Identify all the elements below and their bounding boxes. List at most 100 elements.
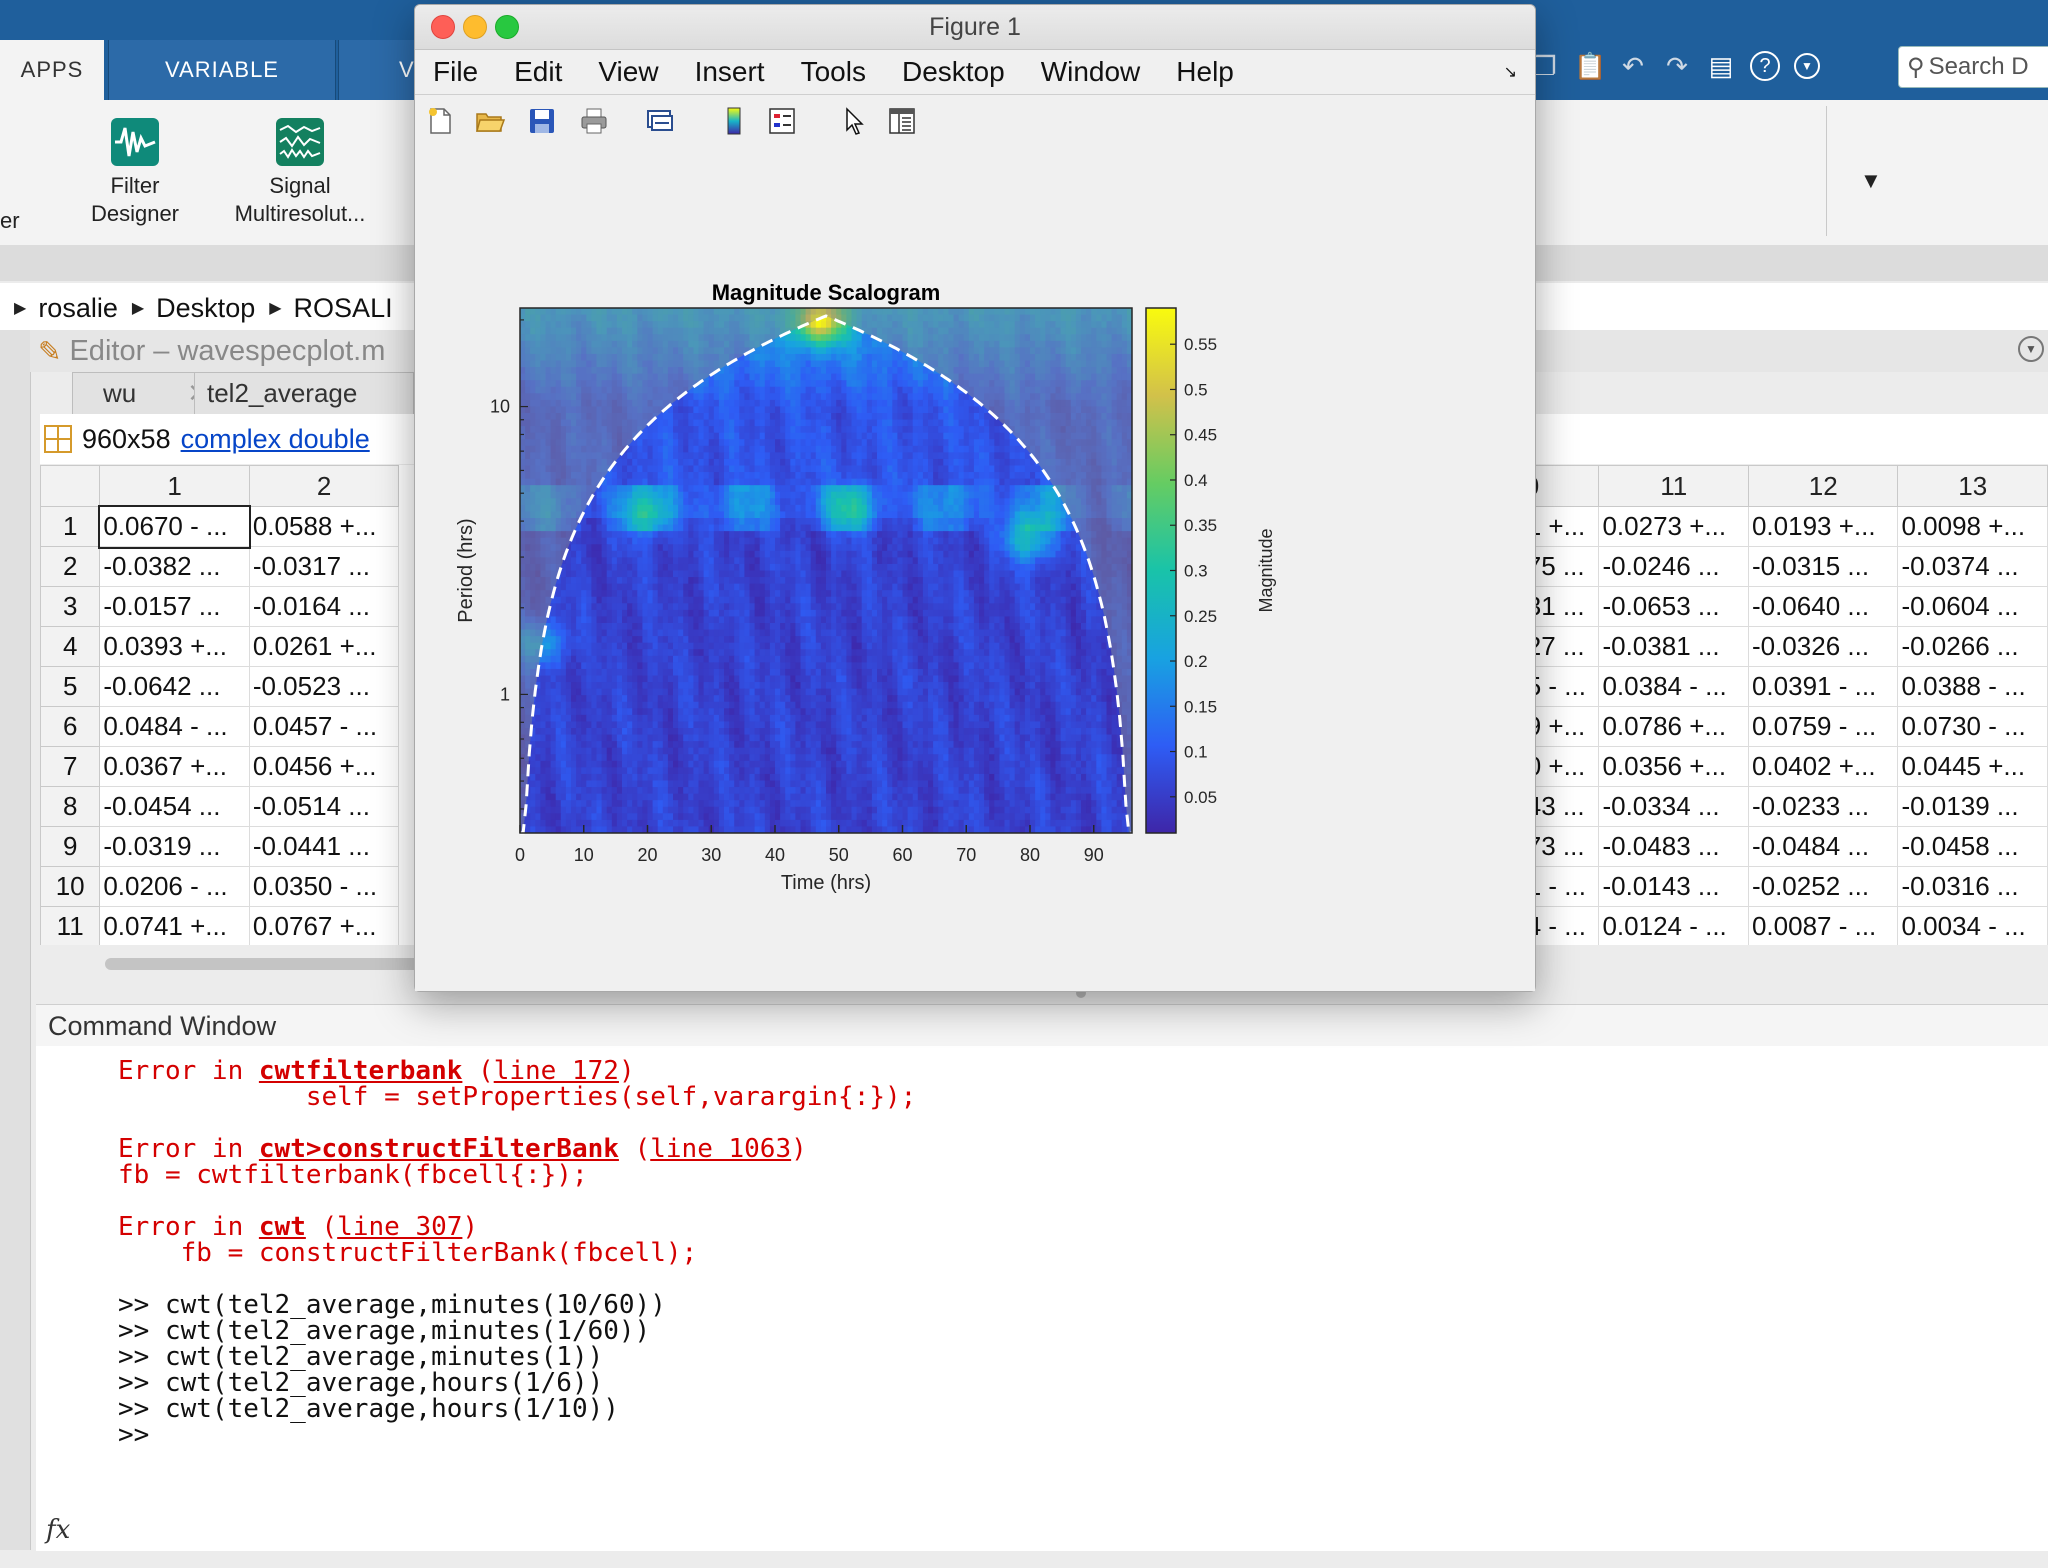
row-header[interactable]: 3	[40, 586, 101, 627]
table-cell[interactable]: 0.0393 +...	[99, 626, 250, 667]
table-cell[interactable]: -0.0143 ...	[1598, 866, 1749, 907]
row-header[interactable]: 5	[40, 666, 101, 707]
table-cell[interactable]: 0.0391 - ...	[1747, 666, 1899, 707]
new-figure-icon[interactable]	[425, 106, 455, 136]
link-icon[interactable]	[645, 106, 675, 136]
undo-icon[interactable]: ↶	[1622, 51, 1644, 81]
row-header[interactable]: 6	[40, 706, 101, 747]
table-cell[interactable]: 0.0670 - ...	[97, 504, 252, 549]
row-header[interactable]: 2	[40, 546, 101, 587]
table-cell[interactable]: 0.0741 +...	[99, 906, 250, 945]
table-cell[interactable]: 0.0350 - ...	[248, 866, 400, 907]
signal-multiresolution-app-button[interactable]: Signal Multiresolut...	[222, 118, 378, 228]
colorbar-icon[interactable]	[719, 106, 749, 136]
table-cell[interactable]: 0.0273 +...	[1598, 506, 1749, 547]
horizontal-scrollbar[interactable]	[105, 958, 425, 970]
table-cell[interactable]: -0.0326 ...	[1747, 626, 1899, 667]
table-cell[interactable]: -0.0317 ...	[248, 546, 400, 587]
tab-variable[interactable]: VARIABLE	[108, 40, 336, 100]
editor-options-icon[interactable]: ▼	[2018, 336, 2044, 362]
splitter-handle[interactable]	[1076, 988, 1086, 998]
command-window[interactable]: Error in cwtfilterbank (line 172) self =…	[36, 1046, 2048, 1551]
minimize-window-button[interactable]	[463, 15, 487, 39]
print-icon[interactable]	[579, 106, 609, 136]
table-cell[interactable]: 0.0588 +...	[248, 506, 400, 547]
row-header[interactable]: 9	[40, 826, 101, 867]
row-header[interactable]: 7	[40, 746, 101, 787]
dock-figure-icon[interactable]: ↘	[1503, 64, 1517, 81]
tab-tel2-average[interactable]: tel2_average	[194, 372, 414, 414]
variable-class-link[interactable]: complex double	[180, 423, 370, 454]
table-cell[interactable]: -0.0164 ...	[248, 586, 400, 627]
table-cell[interactable]: 0.0193 +...	[1747, 506, 1899, 547]
legend-icon[interactable]	[767, 106, 797, 136]
table-cell[interactable]: 0.0759 - ...	[1747, 706, 1899, 747]
table-cell[interactable]: 0.0356 +...	[1598, 746, 1749, 787]
table-cell[interactable]: -0.0374 ...	[1897, 546, 2048, 587]
pointer-icon[interactable]	[839, 106, 869, 136]
table-cell[interactable]: -0.0381 ...	[1598, 626, 1749, 667]
error-line-link[interactable]: line 172	[493, 1056, 619, 1086]
function-browser-icon[interactable]: fx	[46, 1515, 71, 1545]
table-cell[interactable]: 0.0767 +...	[248, 906, 400, 945]
menu-desktop[interactable]: Desktop	[901, 56, 1005, 87]
column-header[interactable]: 11	[1598, 465, 1749, 507]
table-cell[interactable]: 0.0124 - ...	[1598, 906, 1749, 945]
row-header[interactable]: 10	[40, 866, 101, 907]
column-header[interactable]: 12	[1747, 465, 1899, 507]
tab-apps[interactable]: APPS	[0, 40, 104, 100]
error-line-link[interactable]: line 1063	[650, 1134, 792, 1164]
close-window-button[interactable]	[431, 15, 455, 39]
breadcrumb-rosalie-folder[interactable]: ROSALI	[293, 292, 393, 323]
menu-window[interactable]: Window	[1040, 56, 1141, 87]
row-header[interactable]: 1	[40, 506, 101, 547]
menu-tools[interactable]: Tools	[800, 56, 866, 87]
breadcrumb-desktop[interactable]: Desktop	[156, 292, 256, 323]
table-cell[interactable]: -0.0382 ...	[99, 546, 250, 587]
table-cell[interactable]: -0.0441 ...	[248, 826, 400, 867]
help-icon[interactable]: ?	[1750, 51, 1780, 81]
table-cell[interactable]: -0.0514 ...	[248, 786, 400, 827]
row-header[interactable]: 11	[40, 906, 101, 945]
table-cell[interactable]: -0.0334 ...	[1598, 786, 1749, 827]
table-cell[interactable]: 0.0034 - ...	[1897, 906, 2048, 945]
paste-icon[interactable]: 📋	[1574, 51, 1607, 81]
table-cell[interactable]: -0.0139 ...	[1897, 786, 2048, 827]
table-cell[interactable]: 0.0457 - ...	[248, 706, 400, 747]
column-header[interactable]: 13	[1897, 465, 2048, 507]
table-cell[interactable]: 0.0402 +...	[1747, 746, 1899, 787]
table-cell[interactable]: 0.0384 - ...	[1598, 666, 1749, 707]
table-cell[interactable]: 0.0456 +...	[248, 746, 400, 787]
menu-file[interactable]: File	[433, 56, 479, 87]
table-cell[interactable]: -0.0266 ...	[1897, 626, 2048, 667]
scalogram-chart[interactable]: Magnitude Scalogram 0 10 20 30 40 50 60 70 80 90 …	[415, 148, 1535, 991]
table-cell[interactable]: -0.0252 ...	[1747, 866, 1899, 907]
error-function-link[interactable]: cwt>constructFilterBank	[258, 1134, 619, 1164]
filter-designer-app-button[interactable]: Filter Designer	[80, 118, 190, 228]
copy-icon[interactable]: ❐	[1533, 51, 1557, 81]
table-cell[interactable]: -0.0454 ...	[99, 786, 250, 827]
menu-help[interactable]: Help	[1176, 56, 1234, 87]
table-cell[interactable]: -0.0319 ...	[99, 826, 250, 867]
table-cell[interactable]: -0.0315 ...	[1747, 546, 1899, 587]
row-header[interactable]: 4	[40, 626, 101, 667]
column-header[interactable]: 1	[99, 465, 250, 507]
table-cell[interactable]: 0.0445 +...	[1897, 746, 2048, 787]
table-cell[interactable]: -0.0523 ...	[248, 666, 400, 707]
open-icon[interactable]	[475, 106, 505, 136]
table-cell[interactable]: -0.0483 ...	[1598, 826, 1749, 867]
tab-view[interactable]: V	[338, 40, 418, 100]
save-icon[interactable]	[527, 106, 557, 136]
search-documentation-input[interactable]: ⚲ Search D	[1898, 46, 2048, 88]
table-cell[interactable]: -0.0458 ...	[1897, 826, 2048, 867]
table-cell[interactable]: -0.0233 ...	[1747, 786, 1899, 827]
switch-windows-icon[interactable]: ▤	[1708, 51, 1734, 81]
zoom-window-button[interactable]	[495, 15, 519, 39]
table-cell[interactable]: 0.0388 - ...	[1897, 666, 2048, 707]
menu-view[interactable]: View	[598, 56, 659, 87]
table-cell[interactable]: -0.0316 ...	[1897, 866, 2048, 907]
table-cell[interactable]: -0.0604 ...	[1897, 586, 2048, 627]
table-cell[interactable]: 0.0484 - ...	[99, 706, 250, 747]
table-cell[interactable]: 0.0098 +...	[1897, 506, 2048, 547]
error-line-link[interactable]: line 307	[337, 1212, 463, 1242]
